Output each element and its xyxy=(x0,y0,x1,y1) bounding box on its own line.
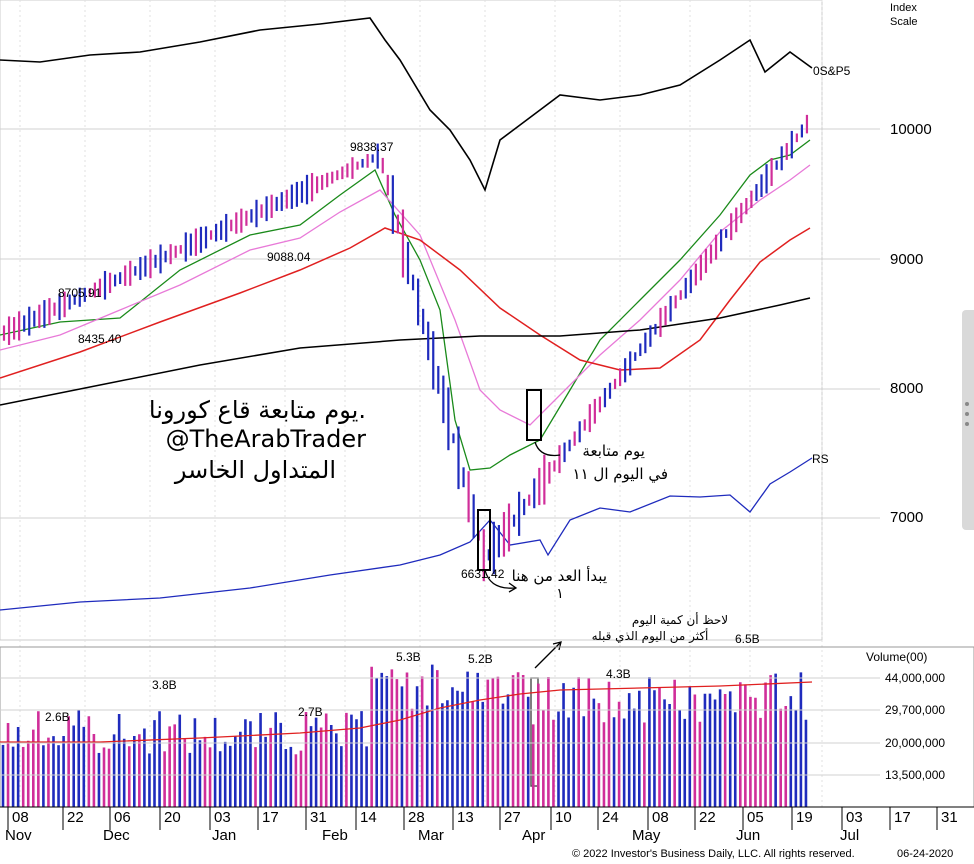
price-bars xyxy=(2,114,809,582)
sp5-line xyxy=(0,17,813,193)
x-tick-label: 10 xyxy=(555,809,572,826)
y-tick-7000: 7000 xyxy=(890,509,923,526)
x-month-label: Apr xyxy=(522,827,545,844)
x-tick-label: 14 xyxy=(360,809,377,826)
footer-date: 06-24-2020 xyxy=(897,848,953,859)
series-lines xyxy=(0,17,813,611)
x-month-label: Mar xyxy=(418,827,444,844)
annotation-count-one: ١ xyxy=(556,586,564,602)
x-tick-label: 19 xyxy=(796,809,813,826)
volume-tick-13m: 13,500,000 xyxy=(885,768,945,782)
volume-grid xyxy=(0,677,880,776)
x-tick-label: 05 xyxy=(747,809,764,826)
annotation-volume-1: لاحظ أن كمية اليوم xyxy=(632,612,728,628)
vol-label-2.6b: 2.6B xyxy=(45,710,70,724)
vol-label-5.3b: 5.3B xyxy=(396,650,421,664)
price-label-9838: 9838.37 xyxy=(350,140,394,154)
annotation-follow-1: يوم متابعة xyxy=(582,442,645,460)
ma-pink xyxy=(0,164,811,426)
x-tick-label: 31 xyxy=(310,809,327,826)
annotation-subtitle: المتداول الخاسر xyxy=(174,456,336,484)
annotation-title: يوم متابعة قاع كورونا. xyxy=(149,396,366,424)
x-tick-label: 27 xyxy=(504,809,521,826)
volume-bars xyxy=(0,664,813,807)
annotation-handle: @TheArabTrader xyxy=(166,425,367,453)
rs-line xyxy=(0,457,813,611)
vol-label-3.8b: 3.8B xyxy=(152,678,177,692)
x-tick-label: 03 xyxy=(846,809,863,826)
x-month-label: May xyxy=(632,827,661,844)
price-label-6631: 6631.42 xyxy=(461,567,505,581)
price-label-8705: 8705.91 xyxy=(58,286,102,300)
ma-red xyxy=(0,227,811,379)
annotation-count-start: يبدأ العد من هنا xyxy=(512,566,607,585)
follow-day-box xyxy=(526,389,542,441)
x-tick-label: 08 xyxy=(652,809,669,826)
ma-black xyxy=(0,297,811,406)
price-label-8435: 8435.40 xyxy=(78,332,122,346)
volume-average-line xyxy=(0,681,813,743)
volume-tick-20m: 20,000,000 xyxy=(885,736,945,750)
x-month-label: Dec xyxy=(103,827,130,844)
y-tick-8000: 8000 xyxy=(890,380,923,397)
x-axis: 08 22 06 20 03 17 31 14 28 13 27 10 24 08 22 05 19 03 17 31… xyxy=(0,806,974,844)
y-tick-10000: 10000 xyxy=(890,121,932,138)
vol-label-4.3b: 4.3B xyxy=(606,667,631,681)
arrow-bottom-head xyxy=(508,582,518,593)
bottom-day-box xyxy=(477,509,491,571)
x-tick-label: 17 xyxy=(262,809,279,826)
x-month-label: Feb xyxy=(322,827,348,844)
x-tick-label: 22 xyxy=(67,809,84,826)
vol-label-5.2b: 5.2B xyxy=(468,652,493,666)
x-tick-label: 28 xyxy=(408,809,425,826)
arrow-follow xyxy=(534,441,561,457)
volume-tick-29m: 29,700,000 xyxy=(885,703,945,717)
grid xyxy=(0,0,880,807)
price-panel-border xyxy=(0,0,823,641)
price-label-9088: 9088.04 xyxy=(267,250,311,264)
footer-copyright: © 2022 Investor's Business Daily, LLC. A… xyxy=(572,848,855,859)
x-tick-label: 06 xyxy=(114,809,131,826)
x-tick-label: 31 xyxy=(941,809,958,826)
x-month-label: Jun xyxy=(736,827,760,844)
y-tick-9000: 9000 xyxy=(890,251,923,268)
vol-label-6.5b: 6.5B xyxy=(735,632,760,646)
index-label: Index xyxy=(890,2,917,14)
ma-green xyxy=(0,139,811,471)
annotation-volume-2: أكثر من اليوم الذي قبله xyxy=(592,628,709,644)
x-month-label: Jan xyxy=(212,827,236,844)
series-label-rs: RS xyxy=(812,452,829,466)
scale-label: Scale xyxy=(890,16,918,28)
volume-axis-label: Volume(00) xyxy=(866,650,927,664)
arrow-bottom xyxy=(484,569,516,589)
x-tick-label: 20 xyxy=(164,809,181,826)
x-month-label: Nov xyxy=(5,827,32,844)
volume-tick-44m: 44,000,000 xyxy=(885,671,945,685)
annotation-follow-2: في اليوم ال ١١ xyxy=(573,465,668,484)
side-scroll-handle[interactable] xyxy=(962,310,974,530)
x-month-label: Jul xyxy=(840,827,859,844)
series-label-sp5: 0S&P5 xyxy=(813,64,851,78)
x-tick-label: 17 xyxy=(894,809,911,826)
x-tick-label: 13 xyxy=(457,809,474,826)
x-tick-label: 22 xyxy=(699,809,716,826)
x-tick-label: 08 xyxy=(12,809,29,826)
vol-label-2.7b: 2.7B xyxy=(298,705,323,719)
x-tick-label: 03 xyxy=(214,809,231,826)
x-tick-label: 24 xyxy=(602,809,619,826)
